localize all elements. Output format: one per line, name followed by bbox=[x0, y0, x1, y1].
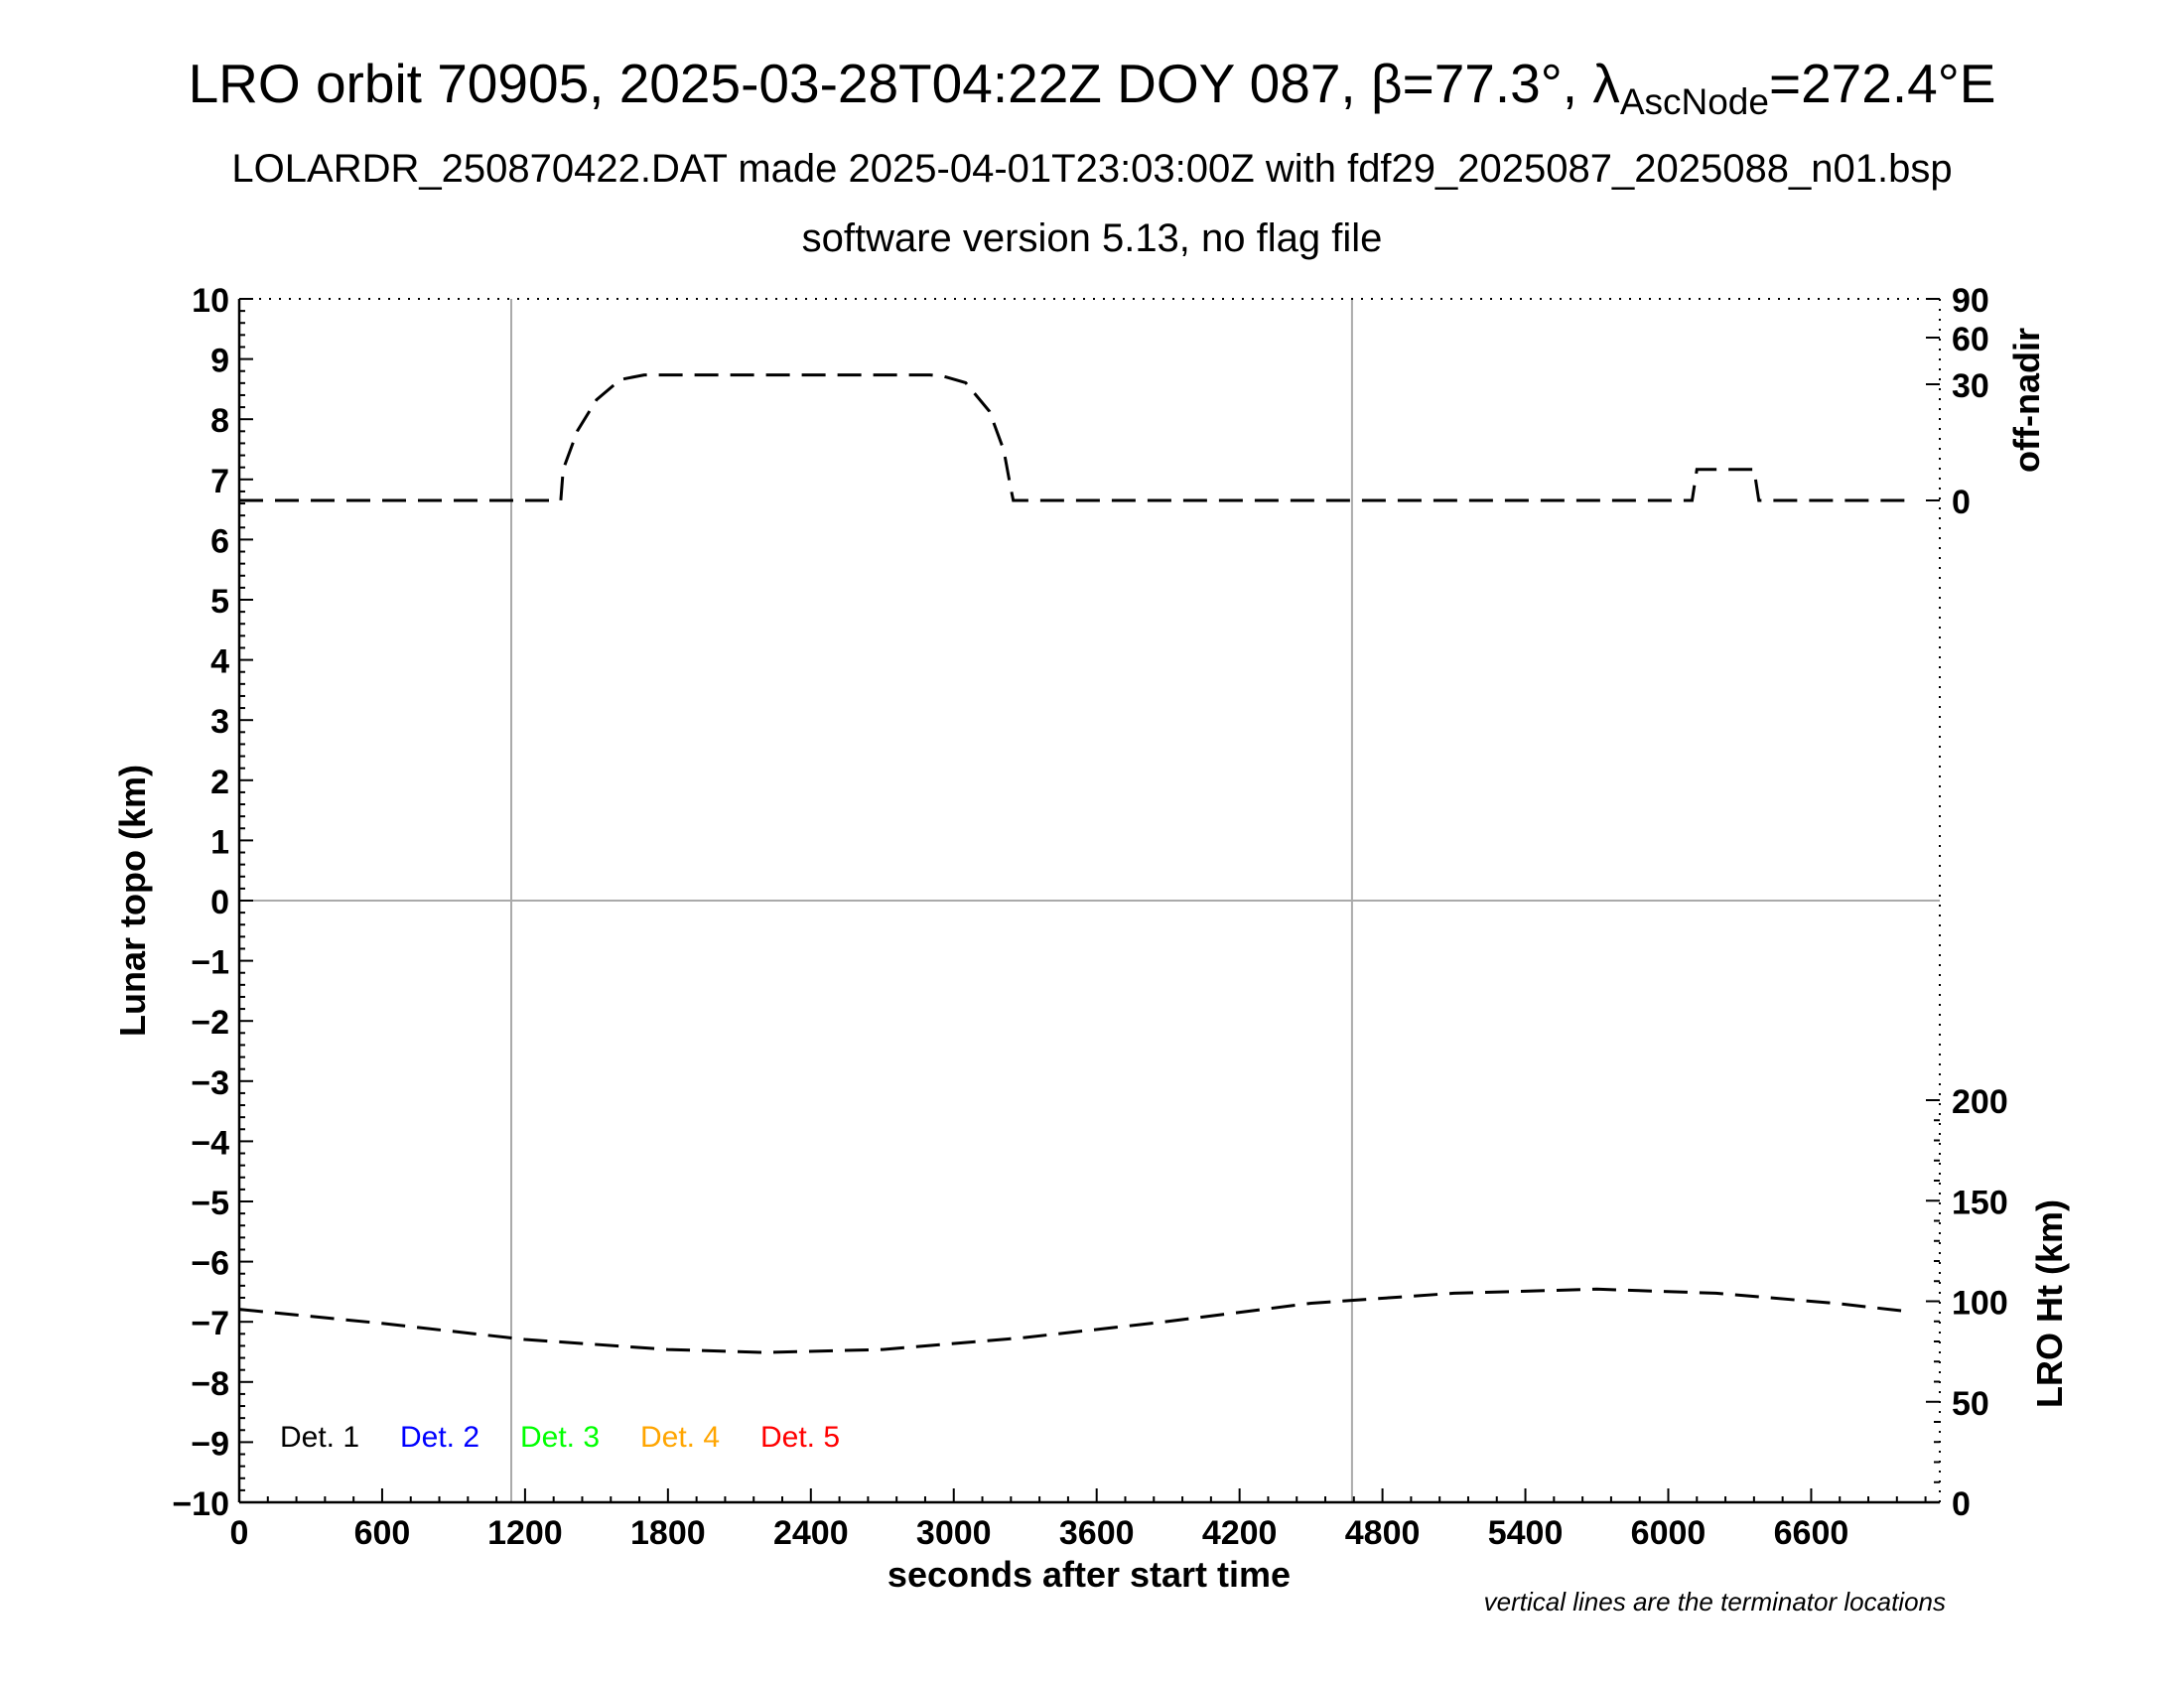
y-tick-label: 8 bbox=[210, 402, 229, 440]
x-axis-label: seconds after start time bbox=[887, 1554, 1291, 1595]
legend-entry: Det. 5 bbox=[760, 1421, 840, 1454]
x-tick-label: 6600 bbox=[1774, 1514, 1849, 1552]
right-top-axis-label: off-nadir bbox=[2006, 328, 2047, 473]
y-tick-label: −10 bbox=[172, 1485, 229, 1523]
y-tick-label: 9 bbox=[210, 343, 229, 380]
y-tick-label: 5 bbox=[210, 583, 229, 621]
x-tick-label: 2400 bbox=[773, 1514, 849, 1552]
y-tick-label: −4 bbox=[191, 1124, 229, 1162]
title-block: LRO orbit 70905, 2025-03-28T04:22Z DOY 0… bbox=[0, 0, 2184, 268]
y-tick-label: 2 bbox=[210, 764, 229, 801]
title-part2: =272.4°E bbox=[1768, 53, 1996, 114]
chart-title: LRO orbit 70905, 2025-03-28T04:22Z DOY 0… bbox=[0, 52, 2184, 123]
y-axis-label: Lunar topo (km) bbox=[112, 765, 153, 1037]
y-tick-label: −3 bbox=[191, 1064, 229, 1102]
x-tick-label: 6000 bbox=[1631, 1514, 1706, 1552]
y-tick-label: 1 bbox=[210, 823, 229, 861]
y-tick-label: 3 bbox=[210, 703, 229, 741]
right-top-tick-label: 0 bbox=[1952, 484, 1971, 521]
y-tick-label: 4 bbox=[210, 643, 229, 681]
x-tick-label: 1800 bbox=[630, 1514, 706, 1552]
title-part1: LRO orbit 70905, 2025-03-28T04:22Z DOY 0… bbox=[188, 53, 1620, 114]
y-tick-label: 6 bbox=[210, 522, 229, 560]
legend-entry: Det. 4 bbox=[640, 1421, 720, 1454]
x-tick-label: 1200 bbox=[487, 1514, 563, 1552]
x-tick-label: 5400 bbox=[1488, 1514, 1564, 1552]
right-top-tick-label: 90 bbox=[1952, 282, 1989, 320]
chart-note: vertical lines are the terminator locati… bbox=[1484, 1587, 1946, 1617]
right-bottom-tick-label: 200 bbox=[1952, 1083, 2008, 1121]
legend-entry: Det. 3 bbox=[520, 1421, 600, 1454]
x-tick-label: 3000 bbox=[916, 1514, 992, 1552]
x-tick-label: 3600 bbox=[1059, 1514, 1135, 1552]
legend-entry: Det. 1 bbox=[280, 1421, 359, 1454]
y-tick-label: −2 bbox=[191, 1004, 229, 1042]
y-tick-label: 7 bbox=[210, 463, 229, 500]
y-tick-label: 10 bbox=[192, 282, 229, 320]
lro-height-series-line bbox=[238, 1287, 1907, 1354]
legend-entry: Det. 2 bbox=[400, 1421, 479, 1454]
y-tick-label: −7 bbox=[191, 1305, 229, 1342]
y-tick-label: 0 bbox=[210, 884, 229, 921]
y-tick-label: −9 bbox=[191, 1425, 229, 1463]
x-tick-label: 0 bbox=[230, 1514, 249, 1552]
title-subscript: AscNode bbox=[1619, 81, 1769, 122]
y-tick-label: −8 bbox=[191, 1365, 229, 1403]
chart-subtitle-2: software version 5.13, no flag file bbox=[801, 216, 1383, 260]
right-top-tick-label: 60 bbox=[1952, 321, 1989, 358]
y-tick-label: −6 bbox=[191, 1245, 229, 1283]
right-bottom-tick-label: 0 bbox=[1952, 1485, 1971, 1523]
right-bottom-tick-label: 100 bbox=[1952, 1285, 2008, 1323]
y-tick-label: −1 bbox=[191, 944, 229, 982]
right-top-tick-label: 30 bbox=[1952, 367, 1989, 405]
right-bottom-axis-label: LRO Ht (km) bbox=[2029, 1199, 2070, 1408]
right-bottom-tick-label: 50 bbox=[1952, 1385, 1989, 1423]
x-tick-label: 4200 bbox=[1202, 1514, 1278, 1552]
chart-subtitle: LOLARDR_250870422.DAT made 2025-04-01T23… bbox=[231, 147, 1953, 191]
y-tick-label: −5 bbox=[191, 1185, 229, 1222]
x-tick-label: 4800 bbox=[1345, 1514, 1421, 1552]
x-tick-label: 600 bbox=[354, 1514, 411, 1552]
right-bottom-tick-label: 150 bbox=[1952, 1184, 2008, 1221]
off-nadir-series-line bbox=[239, 373, 1907, 502]
